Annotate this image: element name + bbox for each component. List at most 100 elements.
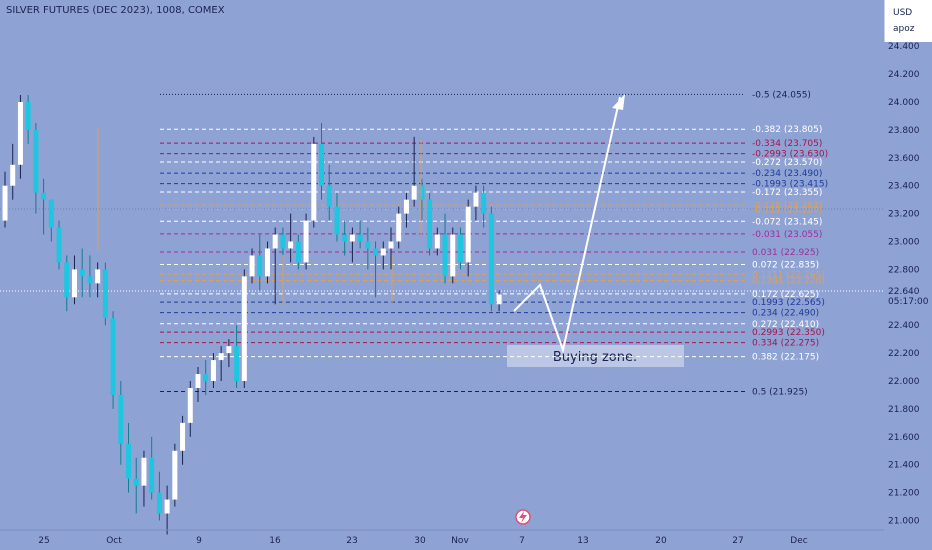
candle-body [164, 499, 170, 514]
candle-body [481, 192, 487, 214]
candle-body [10, 164, 16, 186]
candle-body [141, 457, 147, 486]
candle-body [288, 241, 294, 249]
price-axis-tick: 23.600 [888, 154, 920, 164]
candle-body [434, 234, 440, 249]
fib-level-label: 0.2993 (22.350) [752, 328, 825, 338]
price-axis-tick: 23.400 [888, 182, 920, 192]
fib-level-label: -0.172 (23.355) [752, 188, 822, 198]
candle-body [303, 220, 309, 263]
fib-level-label: 0.1281 (22.720) [752, 277, 825, 287]
candle-body [149, 457, 155, 493]
candle-body [334, 206, 340, 235]
candle-body [272, 234, 278, 249]
candle-body [56, 227, 62, 263]
candle-body [357, 234, 363, 242]
fib-level-label: 0.334 (22.275) [752, 339, 819, 349]
price-axis-tick: 24.400 [888, 42, 920, 52]
fib-level-label: -0.5 (24.055) [752, 90, 811, 100]
candle-body [64, 262, 70, 298]
candle-body [126, 443, 132, 479]
candle-body [465, 206, 471, 263]
fib-level-label: -0.382 (23.805) [752, 125, 822, 135]
price-axis-tick: 22.800 [888, 265, 920, 275]
candle-body [195, 374, 201, 388]
price-axis-tick: 23.800 [888, 126, 920, 136]
time-axis-tick: Oct [106, 536, 122, 546]
fib-level-label: -0.031 (23.055) [752, 230, 822, 240]
time-axis-tick: 30 [414, 536, 426, 546]
unit-label: apoz [893, 24, 915, 34]
time-axis-tick: 16 [269, 536, 281, 546]
candle-body [33, 129, 39, 193]
fib-level-label: -0.2993 (23.630) [752, 150, 828, 160]
candle-body [87, 276, 93, 284]
buying-zone-box[interactable] [507, 345, 684, 367]
time-axis-tick: 23 [346, 536, 357, 546]
time-axis-tick: 7 [519, 536, 525, 546]
candle-body [349, 234, 355, 242]
candle-body [187, 387, 193, 423]
fib-level-label: 0.172 (22.625) [752, 290, 819, 300]
lightning-icon-bolt [519, 511, 527, 523]
candle-body [71, 269, 77, 298]
candle-body [249, 255, 255, 277]
candle-body [388, 241, 394, 249]
countdown-timer: 05:17:00 [888, 297, 929, 307]
fib-level-label: 0.382 (22.175) [752, 353, 819, 363]
candle-body [473, 192, 479, 207]
candle-body [241, 276, 247, 381]
candle-body [264, 248, 270, 277]
time-axis-tick: 9 [196, 536, 202, 546]
candle-body [326, 185, 332, 207]
candle-body [488, 213, 494, 305]
candle-body [280, 234, 286, 249]
price-axis-tick: 21.200 [888, 489, 920, 499]
buying-zone-label: Buying zone. [553, 350, 637, 365]
candle-body [79, 269, 85, 277]
projection-arrowhead [612, 94, 625, 110]
fib-level-label: -0.234 (23.490) [752, 169, 822, 179]
price-axis-tick: 22.200 [888, 349, 920, 359]
candle-body [457, 234, 463, 263]
price-axis-tick: 24.000 [888, 98, 920, 108]
price-axis-tick: 23.000 [888, 238, 920, 248]
candle-body [311, 143, 317, 221]
price-axis-tick: 22.000 [888, 377, 920, 387]
candle-body [95, 269, 101, 284]
candle-body [226, 346, 232, 354]
time-axis-tick: 27 [732, 536, 743, 546]
candle-body [234, 346, 240, 381]
candle-body [396, 213, 402, 242]
candle-body [2, 185, 8, 221]
fib-level-label: -0.111 (23.229) [752, 206, 822, 216]
candle-body [48, 199, 54, 228]
candle-body [203, 374, 209, 381]
fib-level-label: 0.1993 (22.565) [752, 298, 825, 308]
candle-body [210, 360, 216, 381]
price-axis-tick: 24.200 [888, 70, 920, 80]
projection-arrow-line [513, 96, 621, 354]
candle-body [133, 478, 139, 486]
candle-body [257, 255, 263, 277]
fib-level-label: 0.234 (22.490) [752, 309, 819, 319]
fib-level-label: -0.272 (23.570) [752, 158, 822, 168]
price-axis-tick: 21.000 [888, 517, 920, 527]
fib-level-label: -0.072 (23.145) [752, 217, 822, 227]
candle-body [427, 199, 433, 249]
price-axis-tick: 22.400 [888, 321, 920, 331]
fib-level-label: -0.334 (23.705) [752, 139, 822, 149]
current-price-tag[interactable] [884, 284, 932, 306]
candle-body [41, 192, 47, 200]
currency-unit-box[interactable]: USD apoz [884, 0, 932, 42]
fib-level-label: -0.1993 (23.415) [752, 180, 828, 190]
price-axis-tick: 21.400 [888, 461, 920, 471]
fib-level-label: 0.272 (22.410) [752, 320, 819, 330]
time-axis-tick: 13 [577, 536, 588, 546]
candle-body [25, 102, 31, 130]
candle-body [419, 185, 425, 200]
candle-body [172, 450, 178, 500]
candle-body [411, 185, 417, 200]
